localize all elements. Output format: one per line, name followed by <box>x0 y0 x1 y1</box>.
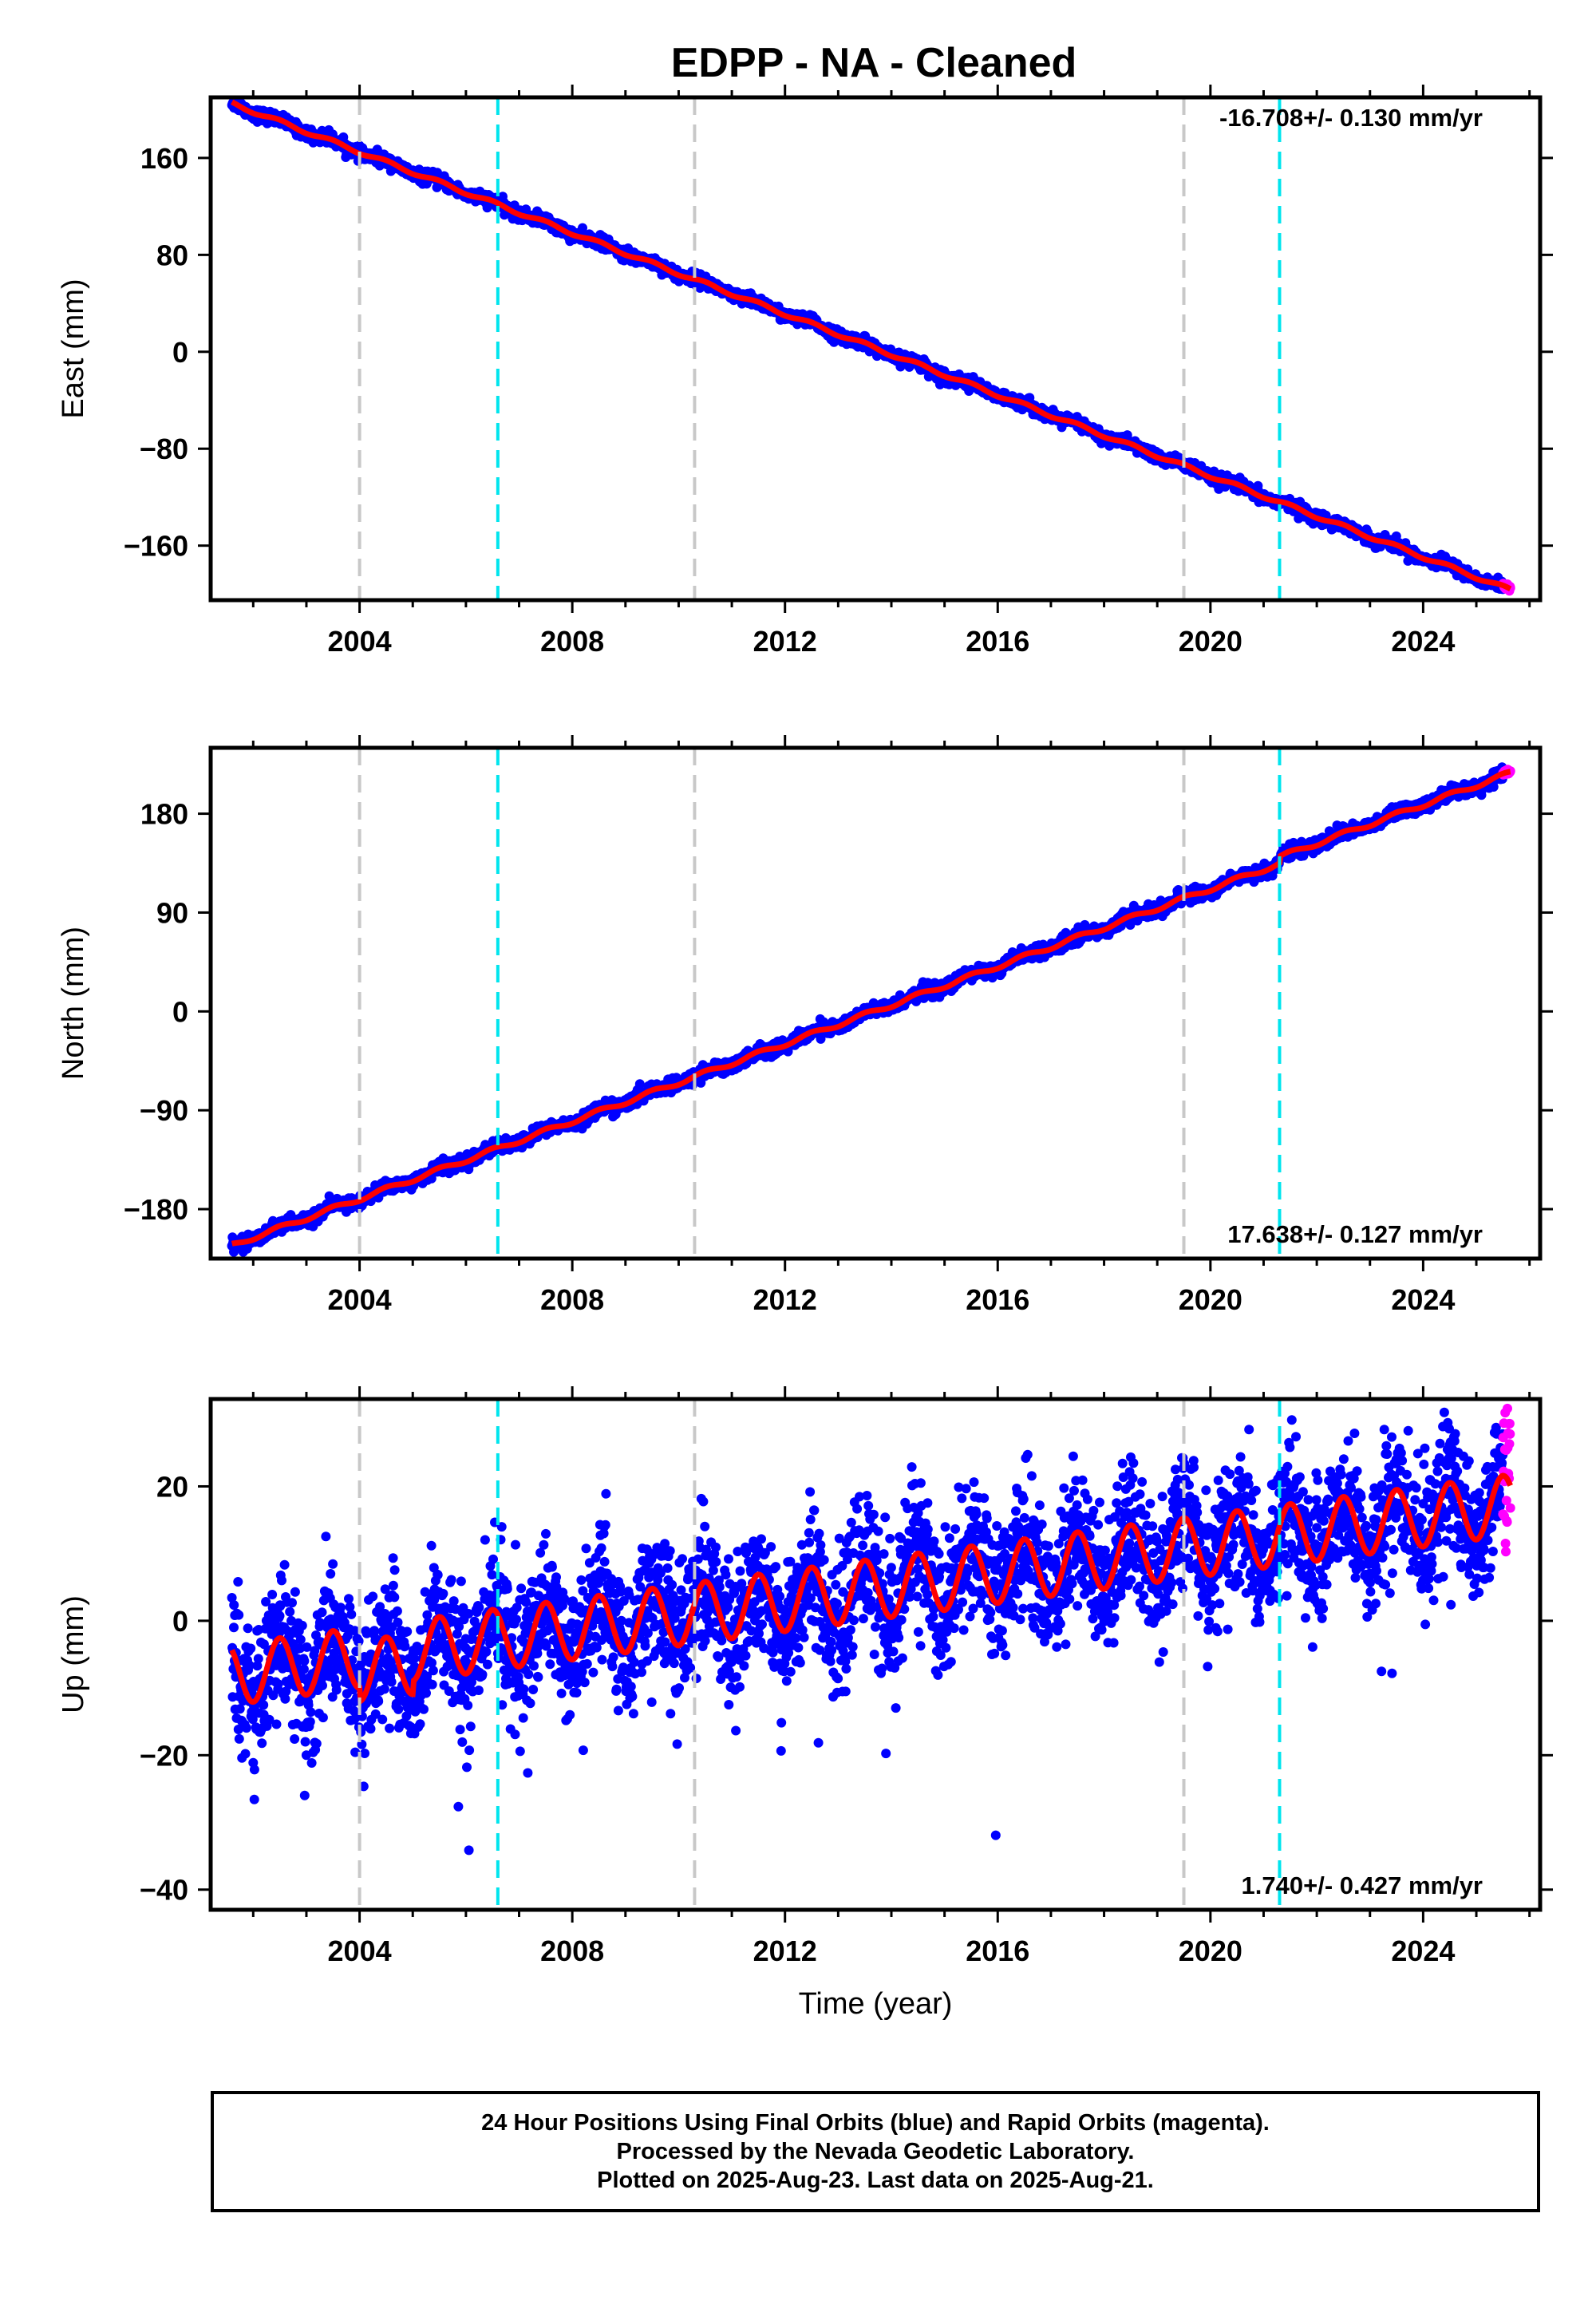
y-tick-label: 160 <box>140 142 188 175</box>
y-tick-label: −160 <box>124 530 188 563</box>
x-tick-label: 2008 <box>540 625 604 658</box>
y-tick-label: −80 <box>140 433 188 465</box>
x-tick-label: 2024 <box>1391 625 1455 658</box>
plot-area-east <box>227 96 1515 596</box>
velocity-rate-label: -16.708+/- 0.130 mm/yr <box>1219 104 1483 132</box>
panel-east: 2004 2008 2012 2016 2020 2024 160 80 0 −80 −160 Eas… <box>57 85 1553 658</box>
plot-area-north <box>227 762 1515 1257</box>
y-axis-label: East (mm) <box>57 279 90 418</box>
x-tick-label: 2012 <box>753 625 817 658</box>
y-tick-label: 80 <box>156 239 188 271</box>
y-tick-label: 0 <box>172 336 188 369</box>
chart-title: EDPP - NA - Cleaned <box>671 40 1077 86</box>
x-tick-label: 2016 <box>966 625 1029 658</box>
x-tick-label: 2004 <box>328 625 392 658</box>
x-tick-label: 2020 <box>1179 625 1242 658</box>
